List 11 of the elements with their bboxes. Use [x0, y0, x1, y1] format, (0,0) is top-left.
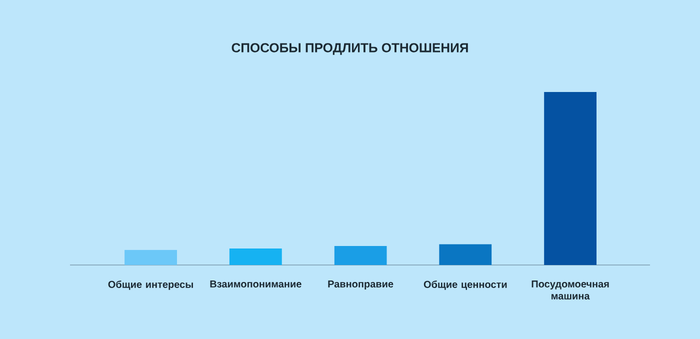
bar: [124, 250, 177, 265]
x-tick-label: Взаимопонимание: [210, 280, 302, 288]
bar: [229, 248, 282, 265]
bar: [334, 246, 387, 265]
x-tick-label: Равноправие: [328, 280, 394, 290]
bar: [439, 244, 492, 265]
x-tick-label: Общие интересы: [108, 280, 193, 290]
x-tick-label: Общие ценности: [424, 280, 507, 290]
x-tick-label: Посудомоечная машина: [532, 280, 609, 300]
bar: [544, 92, 597, 265]
chart-title: СПОСОБЫ ПРОДЛИТЬ ОТНОШЕНИЯ: [232, 43, 468, 55]
